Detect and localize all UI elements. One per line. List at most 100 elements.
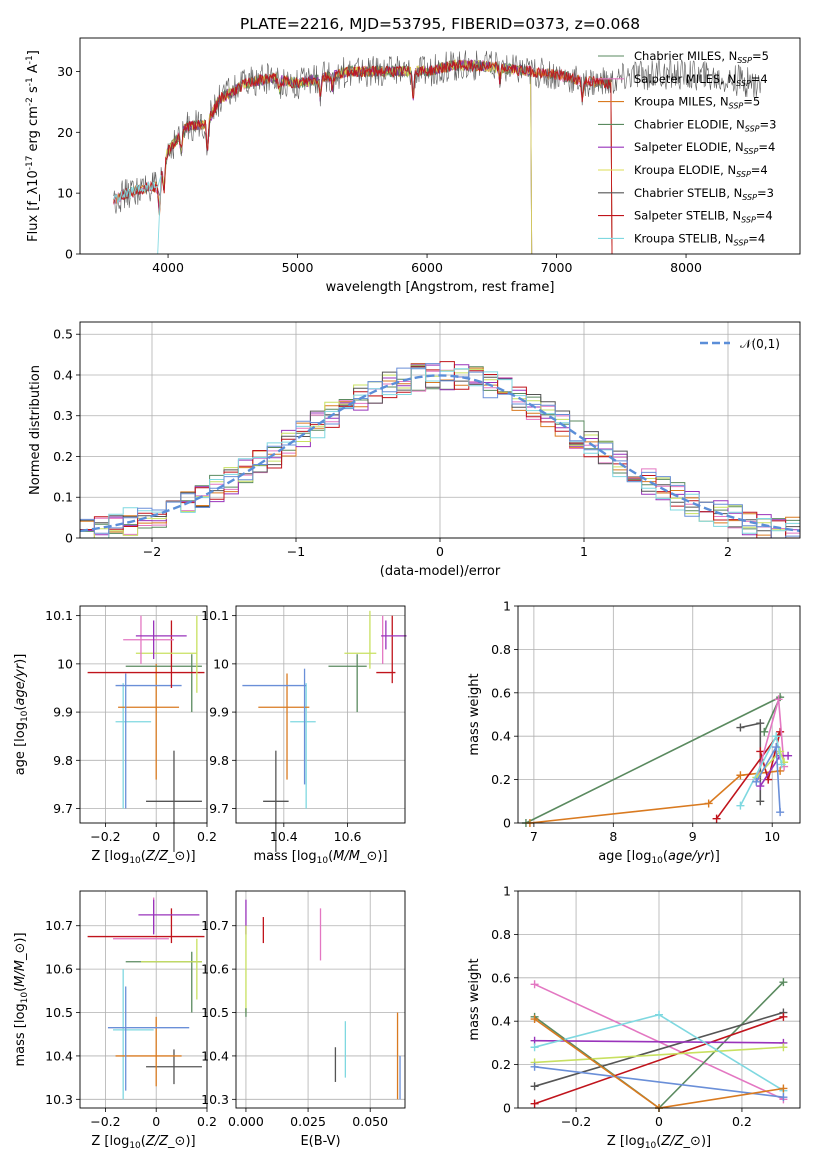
y-tick-label: 10.4 — [201, 1048, 229, 1063]
y-tick-label: 10 — [57, 656, 73, 671]
spectrum-series-line — [113, 59, 613, 255]
x-tick-label: 0 — [152, 829, 160, 844]
x-tick-label: 7 — [530, 829, 538, 844]
x-axis-label: Z [log10(Z/Z_⊙)] — [607, 1134, 711, 1151]
y-tick-label: 10.5 — [45, 1005, 73, 1020]
legend-entry: Chabrier ELODIE, NSSP=3 — [634, 117, 776, 133]
mass-vs-z-axes: −0.2 0 0.2 10.3 10.4 10.5 10.6 10.7 Z [log10(Z/Z… — [13, 890, 217, 1151]
y-tick-label: 9.9 — [209, 705, 229, 720]
histogram-series — [80, 363, 800, 539]
residuals-axes: −2 −1 0 1 2 0 0.1 0.2 0.3 0.4 0.5 (data-model)/erro… — [28, 321, 801, 579]
y-axis-label: mass weight — [467, 958, 482, 1040]
legend: 𝒩(0,1) — [700, 337, 780, 351]
mass-vs-z-plot-area — [80, 891, 208, 1108]
y-tick-label: 0.5 — [53, 327, 73, 342]
y-tick-label: 0 — [65, 531, 73, 546]
x-tick-label: 10 — [764, 829, 780, 844]
legend: Chabrier MILES, NSSP=5 Salpeter MILES, NS… — [598, 49, 776, 247]
mass-vs-ebv-axes: 0.000 0.025 0.050 10.3 10.4 10.5 10.6 10.7 E(B-V… — [201, 890, 406, 1149]
y-tick-label: 0 — [503, 816, 511, 831]
weight-series-line — [534, 1016, 784, 1105]
x-tick-label: −0.2 — [90, 1114, 120, 1129]
axes-frame — [79, 890, 208, 1109]
weight-marker — [779, 978, 788, 987]
axes-frame — [235, 605, 406, 824]
y-tick-label: 9.8 — [53, 753, 73, 768]
y-tick-label: 10.5 — [201, 1005, 229, 1020]
x-tick-label: 8000 — [670, 260, 702, 275]
y-tick-label: 0 — [65, 247, 73, 262]
y-tick-label: 9.8 — [209, 753, 229, 768]
x-tick-label: 7000 — [541, 260, 573, 275]
weight-marker — [774, 695, 783, 704]
y-tick-label: 0.2 — [491, 772, 511, 787]
x-axis-label: Z [log10(Z/Z_⊙)] — [91, 849, 195, 866]
x-tick-label: 0.2 — [197, 829, 217, 844]
y-tick-label: 0.4 — [53, 367, 73, 382]
y-axis-label: Normed distribution — [28, 365, 43, 495]
x-tick-label: 9 — [689, 829, 697, 844]
y-tick-label: 9.9 — [53, 705, 73, 720]
y-tick-label: 0.8 — [491, 642, 511, 657]
x-axis-label: Z [log10(Z/Z_⊙)] — [91, 1134, 195, 1151]
weight-marker — [530, 1015, 539, 1024]
y-tick-label: 0.6 — [491, 970, 511, 985]
weight-marker — [752, 777, 761, 786]
spectrum-series-line — [157, 58, 533, 255]
mass-vs-ebv-plot-area — [236, 891, 405, 1108]
page-title: PLATE=2216, MJD=53795, FIBERID=0373, z=0… — [240, 15, 640, 33]
y-tick-label: 0.4 — [491, 1014, 511, 1029]
age-vs-z-plot-area — [80, 606, 208, 852]
y-tick-label: 0.6 — [491, 685, 511, 700]
spectrum-series-line — [113, 175, 162, 255]
x-tick-label: 0.2 — [197, 1114, 217, 1129]
y-tick-label: 10 — [213, 656, 229, 671]
weight-marker — [764, 775, 773, 784]
x-axis-label: age [log10(age/yr)] — [598, 849, 720, 866]
weight-marker — [777, 760, 786, 769]
weight-marker — [779, 1093, 788, 1102]
y-tick-label: 10.1 — [201, 608, 229, 623]
x-tick-label: 2 — [724, 544, 732, 559]
spectrum-series-line — [113, 59, 613, 255]
weight-marker — [655, 1010, 663, 1019]
y-tick-label: 10.7 — [201, 918, 229, 933]
x-axis-label: mass [log10(M/M_⊙)] — [253, 849, 387, 866]
spectrum-plot-area — [113, 50, 762, 255]
x-tick-label: −1 — [287, 544, 305, 559]
x-tick-label: 4000 — [152, 260, 184, 275]
legend-entry: 𝒩(0,1) — [740, 337, 780, 351]
age-vs-mass-axes: 10.4 10.6 9.7 9.8 9.9 10 10.1 mass [log10(M/M_⊙… — [201, 605, 407, 866]
x-axis-label: E(B-V) — [300, 1134, 340, 1149]
weight-marker — [530, 1099, 539, 1108]
x-tick-label: −0.2 — [90, 829, 120, 844]
y-tick-label: 1 — [503, 599, 511, 614]
x-tick-label: 0 — [152, 1114, 160, 1129]
weight-marker — [756, 782, 765, 791]
y-tick-label: 0.3 — [53, 408, 73, 423]
weight-marker — [530, 1082, 539, 1091]
x-tick-label: 0 — [436, 544, 444, 559]
weight-marker — [772, 743, 781, 752]
x-tick-label: 0.000 — [228, 1114, 264, 1129]
y-tick-label: 10.6 — [201, 962, 229, 977]
x-tick-label: −2 — [143, 544, 161, 559]
age-vs-z-axes: −0.2 0 0.2 9.7 9.8 9.9 10 10.1 Z [log10(Z/Z_⊙)] a… — [13, 605, 217, 866]
legend-entry: Salpeter MILES, NSSP=4 — [634, 72, 768, 88]
weight-marker — [772, 732, 781, 741]
weight-marker — [530, 1043, 539, 1052]
weight-marker — [530, 1062, 539, 1071]
y-tick-label: 10.7 — [45, 918, 73, 933]
axes-frame — [517, 605, 801, 824]
histogram-series — [80, 365, 800, 539]
weight-marker — [736, 801, 745, 810]
weight-marker — [779, 1084, 788, 1093]
mass-weight-vs-z-axes: −0.2 0 0.2 0 0.2 0.4 0.6 0.8 1 Z [log10(Z/Z_⊙)] ma… — [467, 884, 801, 1151]
axes-frame — [79, 37, 801, 255]
axes-frame — [517, 890, 801, 1109]
axes-frame — [79, 605, 208, 824]
axes-frame — [235, 890, 406, 1109]
weight-marker — [779, 1043, 788, 1052]
weight-marker — [779, 1012, 788, 1021]
